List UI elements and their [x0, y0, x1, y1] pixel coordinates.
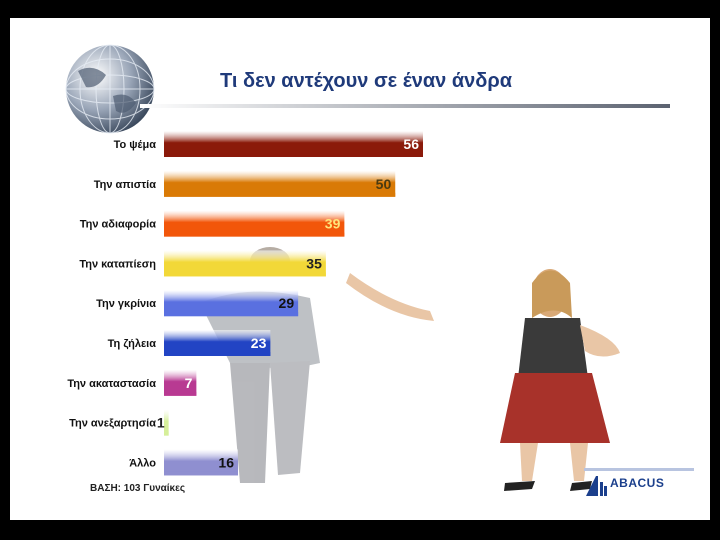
- bar-label-7: Την ανεξαρτησία: [69, 418, 156, 430]
- bar-base-2: [164, 232, 345, 237]
- bar-value-3: 35: [306, 255, 322, 271]
- logo-text: ABACUS: [610, 476, 665, 490]
- bar-0: [164, 131, 423, 157]
- bar-base-8: [164, 471, 238, 476]
- bar-base-5: [164, 352, 271, 356]
- bar-4: [164, 290, 299, 317]
- bar-value-8: 16: [218, 454, 234, 470]
- bar-base-3: [164, 272, 326, 277]
- bar-value-1: 50: [376, 176, 392, 192]
- bar-7: [164, 409, 169, 436]
- bar-value-6: 7: [185, 375, 193, 391]
- abacus-logo-icon: [586, 476, 607, 496]
- bar-label-2: Την αδιαφορία: [80, 219, 156, 231]
- bar-label-5: Τη ζήλεια: [108, 338, 157, 350]
- bar-value-4: 29: [279, 295, 295, 311]
- bar-label-4: Την γκρίνια: [96, 298, 156, 310]
- bar-label-1: Την απιστία: [94, 179, 157, 191]
- bar-label-8: Άλλο: [129, 457, 156, 469]
- bar-value-2: 39: [325, 216, 341, 232]
- bar-2: [164, 210, 345, 237]
- bar-label-0: Το ψέμα: [114, 139, 157, 151]
- logo-rule: [584, 468, 694, 471]
- bar-label-3: Την καταπίεση: [79, 258, 156, 270]
- abacus-logo: ABACUS: [584, 466, 694, 500]
- globe-icon: [65, 44, 155, 134]
- bar-1: [164, 170, 396, 197]
- page-title: Τι δεν αντέχουν σε έναν άνδρα: [220, 70, 513, 92]
- title-underline: [140, 104, 670, 108]
- bar-chart: Το ψέμα 56 Την απιστία 50 Την αδιαφορία 39 Την…: [67, 131, 423, 476]
- bar-8: [164, 449, 238, 476]
- bar-base-7: [164, 431, 169, 436]
- bar-base-0: [164, 153, 423, 157]
- bar-base-6: [164, 391, 197, 396]
- bar-label-6: Την ακαταστασία: [67, 378, 156, 390]
- bar-value-0: 56: [403, 136, 419, 152]
- bar-value-7: 1: [157, 415, 165, 431]
- bar-base-1: [164, 192, 396, 197]
- bar-6: [164, 369, 197, 396]
- bar-value-5: 23: [251, 335, 267, 351]
- slide: Τι δεν αντέχουν σε έναν άνδρα: [10, 18, 710, 520]
- base-note: ΒΑΣΗ: 103 Γυναίκες: [90, 483, 186, 494]
- bar-base-4: [164, 312, 299, 317]
- bar-5: [164, 330, 271, 356]
- bar-3: [164, 250, 326, 277]
